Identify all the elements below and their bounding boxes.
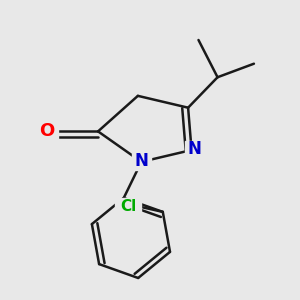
Bar xyxy=(115,197,141,216)
Text: Cl: Cl xyxy=(120,199,136,214)
Bar xyxy=(185,141,204,158)
Text: N: N xyxy=(134,152,148,170)
Text: O: O xyxy=(39,122,54,140)
Bar xyxy=(132,153,151,169)
Text: N: N xyxy=(188,140,201,158)
Bar xyxy=(35,122,58,141)
